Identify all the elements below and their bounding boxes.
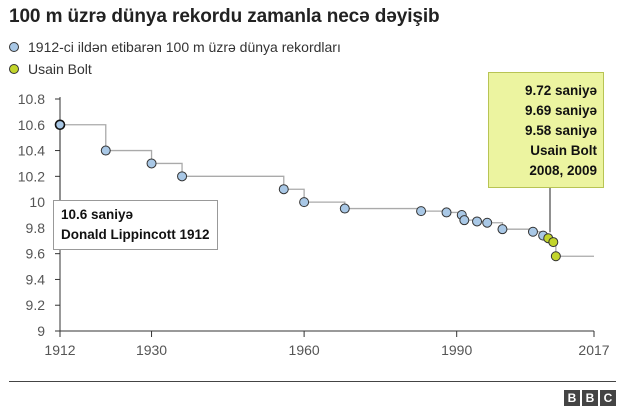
legend-item-records: 1912-ci ildən etibarən 100 m üzrə dünya …: [9, 36, 341, 58]
callout-lippincott: 10.6 saniyə Donald Lippincott 1912: [53, 200, 218, 250]
record-point: [497, 224, 508, 235]
bbc-logo-b2: B: [582, 390, 598, 406]
bolt-record-point: [548, 237, 559, 248]
y-tick-label: 9: [37, 323, 45, 339]
y-tick-label: 10.8: [18, 91, 45, 107]
data-points: [54, 119, 561, 262]
x-tick-label: 1990: [441, 342, 472, 358]
record-point: [459, 215, 470, 226]
record-point: [146, 158, 157, 169]
chart-plot: 10.8 10.6 10.4 10.2 10 9.8 9.6 9.4 9.2 9 1912 1930…: [18, 91, 610, 358]
callout-bolt-line3: 9.58 saniyə: [524, 123, 597, 138]
bbc-logo: B B C: [564, 390, 616, 406]
legend-swatch-records: [9, 42, 19, 52]
y-tick-label: 9.2: [26, 297, 46, 313]
record-point: [54, 119, 66, 131]
callout-bolt-line4: Usain Bolt: [530, 143, 597, 158]
record-point: [339, 203, 350, 214]
record-point: [527, 226, 538, 237]
record-point: [177, 171, 188, 182]
record-point: [278, 184, 289, 195]
y-tick-label: 10.6: [18, 117, 45, 133]
legend: 1912-ci ildən etibarən 100 m üzrə dünya …: [9, 36, 341, 80]
y-tick-label: 9.4: [26, 271, 46, 287]
callout-lippincott-name: Donald Lippincott 1912: [61, 227, 210, 242]
callout-bolt-line1: 9.72 saniyə: [524, 83, 597, 98]
record-point: [482, 217, 493, 228]
footer-divider: [9, 381, 616, 382]
bbc-logo-c: C: [600, 390, 616, 406]
record-point: [299, 197, 310, 208]
record-point: [416, 206, 427, 217]
x-tick-label: 1912: [44, 342, 75, 358]
record-point: [100, 145, 111, 156]
record-point: [472, 216, 483, 227]
record-point: [441, 207, 452, 218]
x-tick-label: 1930: [136, 342, 167, 358]
callout-bolt: 9.72 saniyə 9.69 saniyə 9.58 saniyə Usai…: [488, 72, 604, 188]
x-tick-label: 2017: [578, 342, 609, 358]
legend-label-bolt: Usain Bolt: [28, 61, 92, 77]
bbc-logo-b1: B: [564, 390, 580, 406]
legend-swatch-bolt: [9, 64, 19, 74]
legend-item-bolt: Usain Bolt: [9, 58, 341, 80]
y-tick-label: 10.4: [18, 143, 45, 159]
y-tick-label: 10: [29, 194, 45, 210]
callout-lippincott-time: 10.6 saniyə: [61, 207, 134, 222]
chart-title: 100 m üzrə dünya rekordu zamanla necə də…: [9, 6, 440, 27]
callout-connectors: [59, 124, 551, 233]
x-tick-label: 1960: [289, 342, 320, 358]
x-axis: 1912 1930 1960 1990 2017: [44, 330, 610, 358]
callout-bolt-line5: 2008, 2009: [529, 163, 597, 178]
y-tick-label: 9.6: [26, 246, 46, 262]
bolt-record-point: [550, 251, 561, 262]
y-tick-label: 10.2: [18, 168, 45, 184]
callout-bolt-line2: 9.69 saniyə: [524, 103, 597, 118]
y-tick-label: 9.8: [26, 220, 46, 236]
legend-label-records: 1912-ci ildən etibarən 100 m üzrə dünya …: [28, 39, 341, 55]
